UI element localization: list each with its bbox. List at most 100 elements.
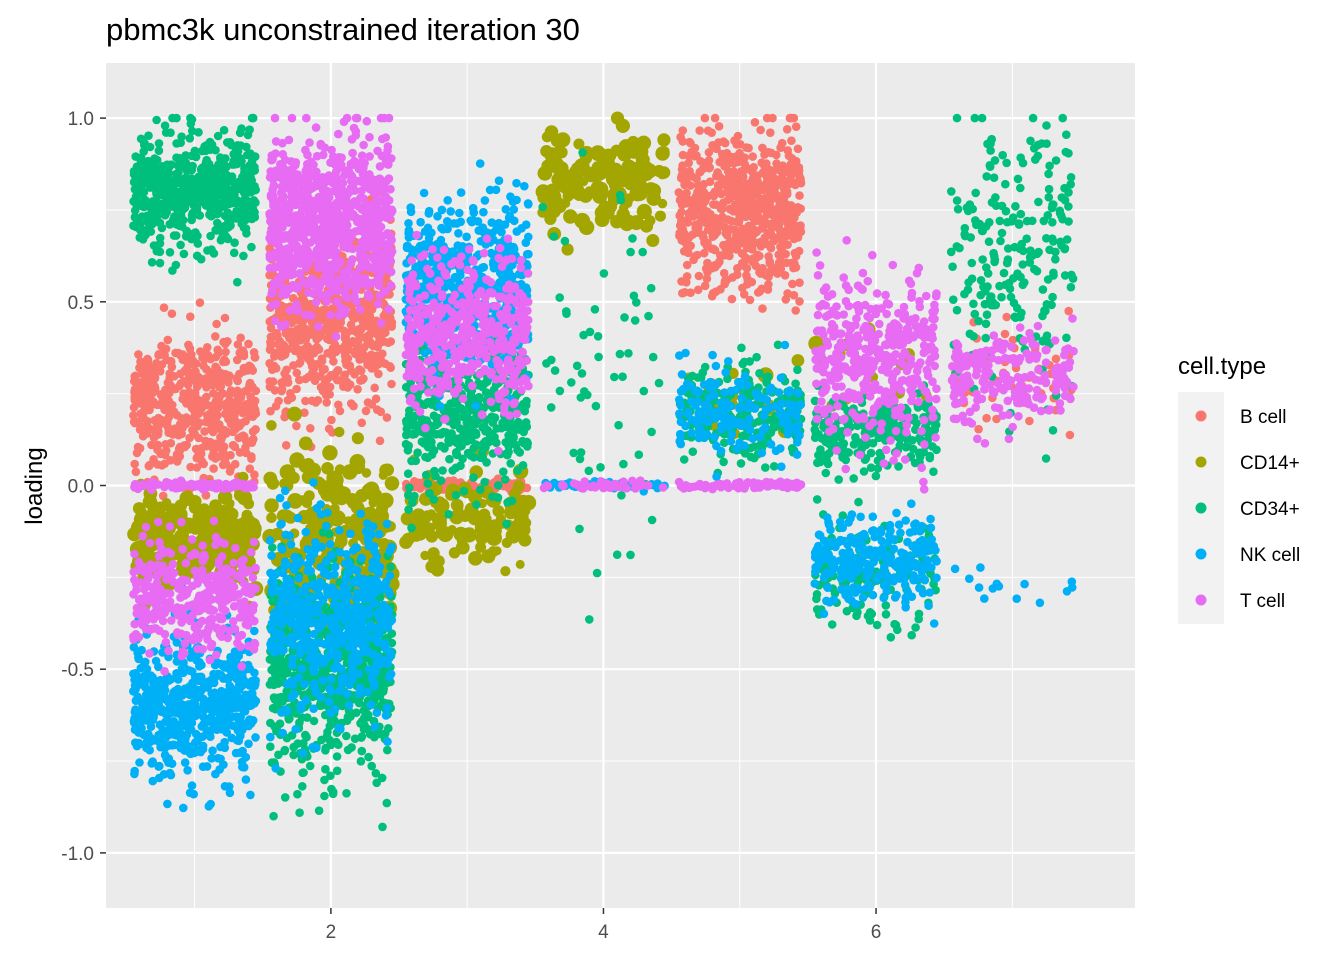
point bbox=[352, 708, 361, 717]
point bbox=[353, 336, 363, 346]
point bbox=[788, 279, 797, 289]
point bbox=[190, 388, 200, 398]
point bbox=[538, 202, 547, 212]
point bbox=[657, 169, 668, 180]
point bbox=[590, 305, 600, 314]
point bbox=[343, 745, 353, 755]
point bbox=[429, 495, 439, 504]
point bbox=[714, 122, 724, 131]
point bbox=[148, 371, 157, 381]
point bbox=[781, 189, 790, 199]
point bbox=[561, 243, 574, 256]
point bbox=[382, 798, 392, 808]
point bbox=[160, 344, 169, 354]
point bbox=[166, 356, 176, 366]
point bbox=[149, 183, 158, 192]
point bbox=[791, 379, 800, 389]
point bbox=[182, 363, 192, 373]
point bbox=[235, 517, 249, 531]
point bbox=[312, 342, 322, 352]
point bbox=[402, 430, 411, 440]
point bbox=[636, 135, 652, 151]
point bbox=[142, 391, 152, 401]
point bbox=[593, 332, 603, 341]
point bbox=[153, 427, 163, 437]
point bbox=[301, 335, 311, 345]
point bbox=[152, 155, 162, 165]
point bbox=[155, 233, 165, 243]
point bbox=[751, 171, 760, 181]
point bbox=[547, 355, 556, 365]
point bbox=[316, 382, 326, 392]
point bbox=[298, 782, 307, 791]
point bbox=[317, 735, 326, 745]
point bbox=[436, 441, 446, 451]
point bbox=[266, 718, 275, 728]
point bbox=[638, 247, 647, 257]
point bbox=[615, 190, 625, 200]
point bbox=[177, 189, 187, 198]
point bbox=[173, 173, 183, 182]
point bbox=[411, 456, 421, 466]
point bbox=[736, 459, 746, 468]
point bbox=[292, 421, 301, 431]
point bbox=[214, 348, 223, 358]
point bbox=[502, 519, 511, 529]
point bbox=[129, 403, 139, 412]
point bbox=[576, 448, 586, 457]
point bbox=[710, 262, 720, 272]
point bbox=[177, 429, 186, 439]
point bbox=[291, 343, 301, 353]
point bbox=[154, 217, 163, 227]
point bbox=[192, 180, 202, 189]
point bbox=[351, 432, 364, 445]
point bbox=[266, 742, 275, 751]
point bbox=[158, 200, 168, 210]
point bbox=[221, 357, 231, 367]
point bbox=[140, 140, 149, 150]
point bbox=[208, 452, 217, 461]
point bbox=[233, 277, 242, 287]
point bbox=[571, 162, 582, 174]
point bbox=[152, 115, 161, 125]
point bbox=[678, 137, 688, 146]
point bbox=[655, 146, 670, 161]
point bbox=[444, 431, 454, 441]
point bbox=[245, 125, 254, 134]
point bbox=[321, 764, 330, 774]
point bbox=[176, 379, 186, 388]
point bbox=[782, 164, 791, 173]
point bbox=[537, 165, 553, 181]
point bbox=[431, 430, 441, 439]
point bbox=[340, 348, 350, 358]
point bbox=[1025, 416, 1034, 426]
point bbox=[695, 126, 704, 135]
point bbox=[202, 365, 211, 374]
point bbox=[625, 169, 636, 179]
point bbox=[195, 298, 205, 308]
point bbox=[679, 455, 689, 464]
point bbox=[628, 234, 637, 243]
point bbox=[766, 243, 776, 253]
point bbox=[626, 247, 635, 257]
point bbox=[199, 351, 209, 361]
point bbox=[700, 163, 710, 172]
point bbox=[646, 234, 660, 247]
point bbox=[689, 255, 698, 265]
point bbox=[153, 460, 162, 469]
point bbox=[550, 366, 560, 375]
point bbox=[161, 440, 170, 449]
point bbox=[366, 323, 376, 332]
point bbox=[221, 459, 231, 469]
point bbox=[314, 806, 324, 815]
point bbox=[136, 165, 145, 174]
point bbox=[472, 500, 481, 510]
point bbox=[750, 442, 759, 451]
point bbox=[211, 332, 220, 341]
point bbox=[266, 420, 277, 431]
point bbox=[505, 528, 520, 543]
point bbox=[184, 229, 193, 238]
point bbox=[481, 388, 491, 397]
point bbox=[271, 332, 281, 341]
point bbox=[420, 550, 430, 561]
